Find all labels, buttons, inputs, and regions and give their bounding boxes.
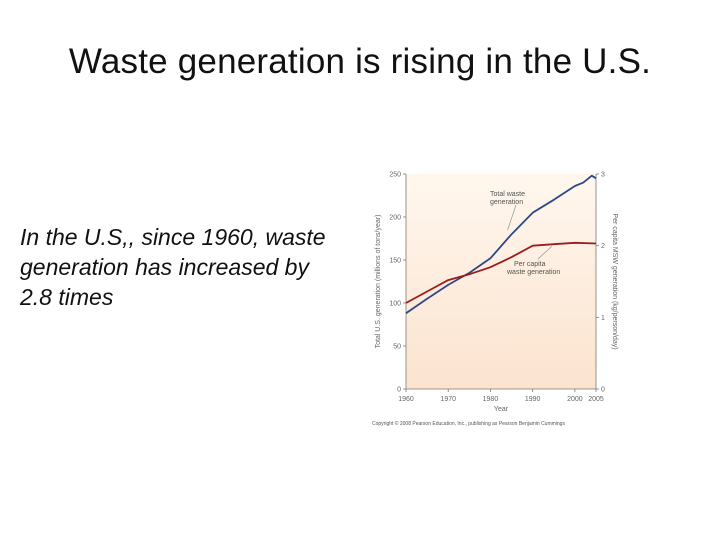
slide-title: Waste generation is rising in the U.S. [68, 42, 652, 81]
y-tick-label-right: 1 [601, 315, 605, 322]
x-axis-label: Year [494, 406, 509, 413]
slide-body-text: In the U.S,, since 1960, waste generatio… [20, 224, 326, 310]
x-tick-label: 1960 [398, 396, 414, 403]
y-axis-label-right: Per capita MSW generation (kg/person/day… [611, 213, 618, 349]
x-tick-label: 1970 [440, 396, 456, 403]
plot-area [406, 174, 596, 389]
y-tick-label-left: 100 [389, 301, 401, 308]
y-tick-label-left: 50 [393, 344, 401, 351]
y-tick-label-right: 0 [601, 387, 605, 394]
y-tick-label-right: 2 [601, 243, 605, 250]
annotation-total: Total waste generation [490, 191, 525, 206]
copyright-credit: Copyright © 2008 Pearson Education, Inc.… [372, 420, 565, 427]
chart-svg: 0 50 100 150 200 250 0 1 2 3 1960 1970 1980 1990 2000 2… [366, 165, 620, 427]
y-tick-label-right: 3 [601, 172, 605, 179]
y-tick-label-left: 200 [389, 215, 401, 222]
series-line-total [405, 174, 597, 315]
y-tick-label-left: 150 [389, 258, 401, 265]
waste-chart: 0 50 100 150 200 250 0 1 2 3 1960 1970 1980 1990 2000 2… [366, 165, 620, 431]
series-line-per-capita [405, 241, 597, 304]
x-tick-label: 1990 [525, 396, 541, 403]
annotation-per-capita: Per capita waste generation [506, 261, 560, 276]
annotation-leader-per-capita [537, 246, 552, 260]
annotation-leader-total [507, 204, 517, 231]
x-tick-label: 2005 [588, 396, 604, 403]
y-axis-label-left: Total U.S. generation (millions of tons/… [375, 215, 382, 349]
x-tick-label: 1980 [483, 396, 499, 403]
x-tick-label: 2000 [567, 396, 583, 403]
y-tick-label-left: 250 [389, 172, 401, 179]
y-tick-label-left: 0 [397, 387, 401, 394]
